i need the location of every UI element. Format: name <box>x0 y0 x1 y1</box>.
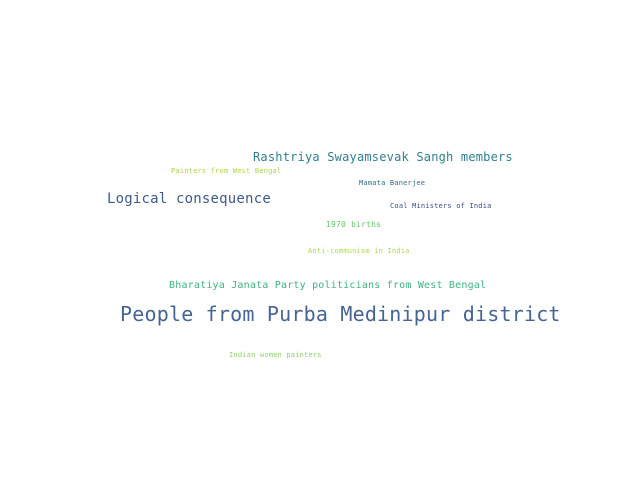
word-rashtriya-swayamsevak-sangh-members: Rashtriya Swayamsevak Sangh members <box>253 150 513 164</box>
word-painters-from-west-bengal: Painters from West Bengal <box>171 167 282 175</box>
word-bjp-politicians-from-west-bengal: Bharatiya Janata Party politicians from … <box>169 280 487 291</box>
word-logical-consequence: Logical consequence <box>107 191 271 207</box>
word-mamata-banerjee: Mamata Banerjee <box>359 179 426 187</box>
word-coal-ministers-of-india: Coal Ministers of India <box>390 202 492 210</box>
word-anti-communism-in-india: Anti-communism in India <box>308 247 410 255</box>
word-1970-births: 1970 births <box>326 220 382 229</box>
word-indian-women-painters: Indian women painters <box>229 351 322 359</box>
word-people-from-purba-medinipur-district: People from Purba Medinipur district <box>120 302 561 326</box>
